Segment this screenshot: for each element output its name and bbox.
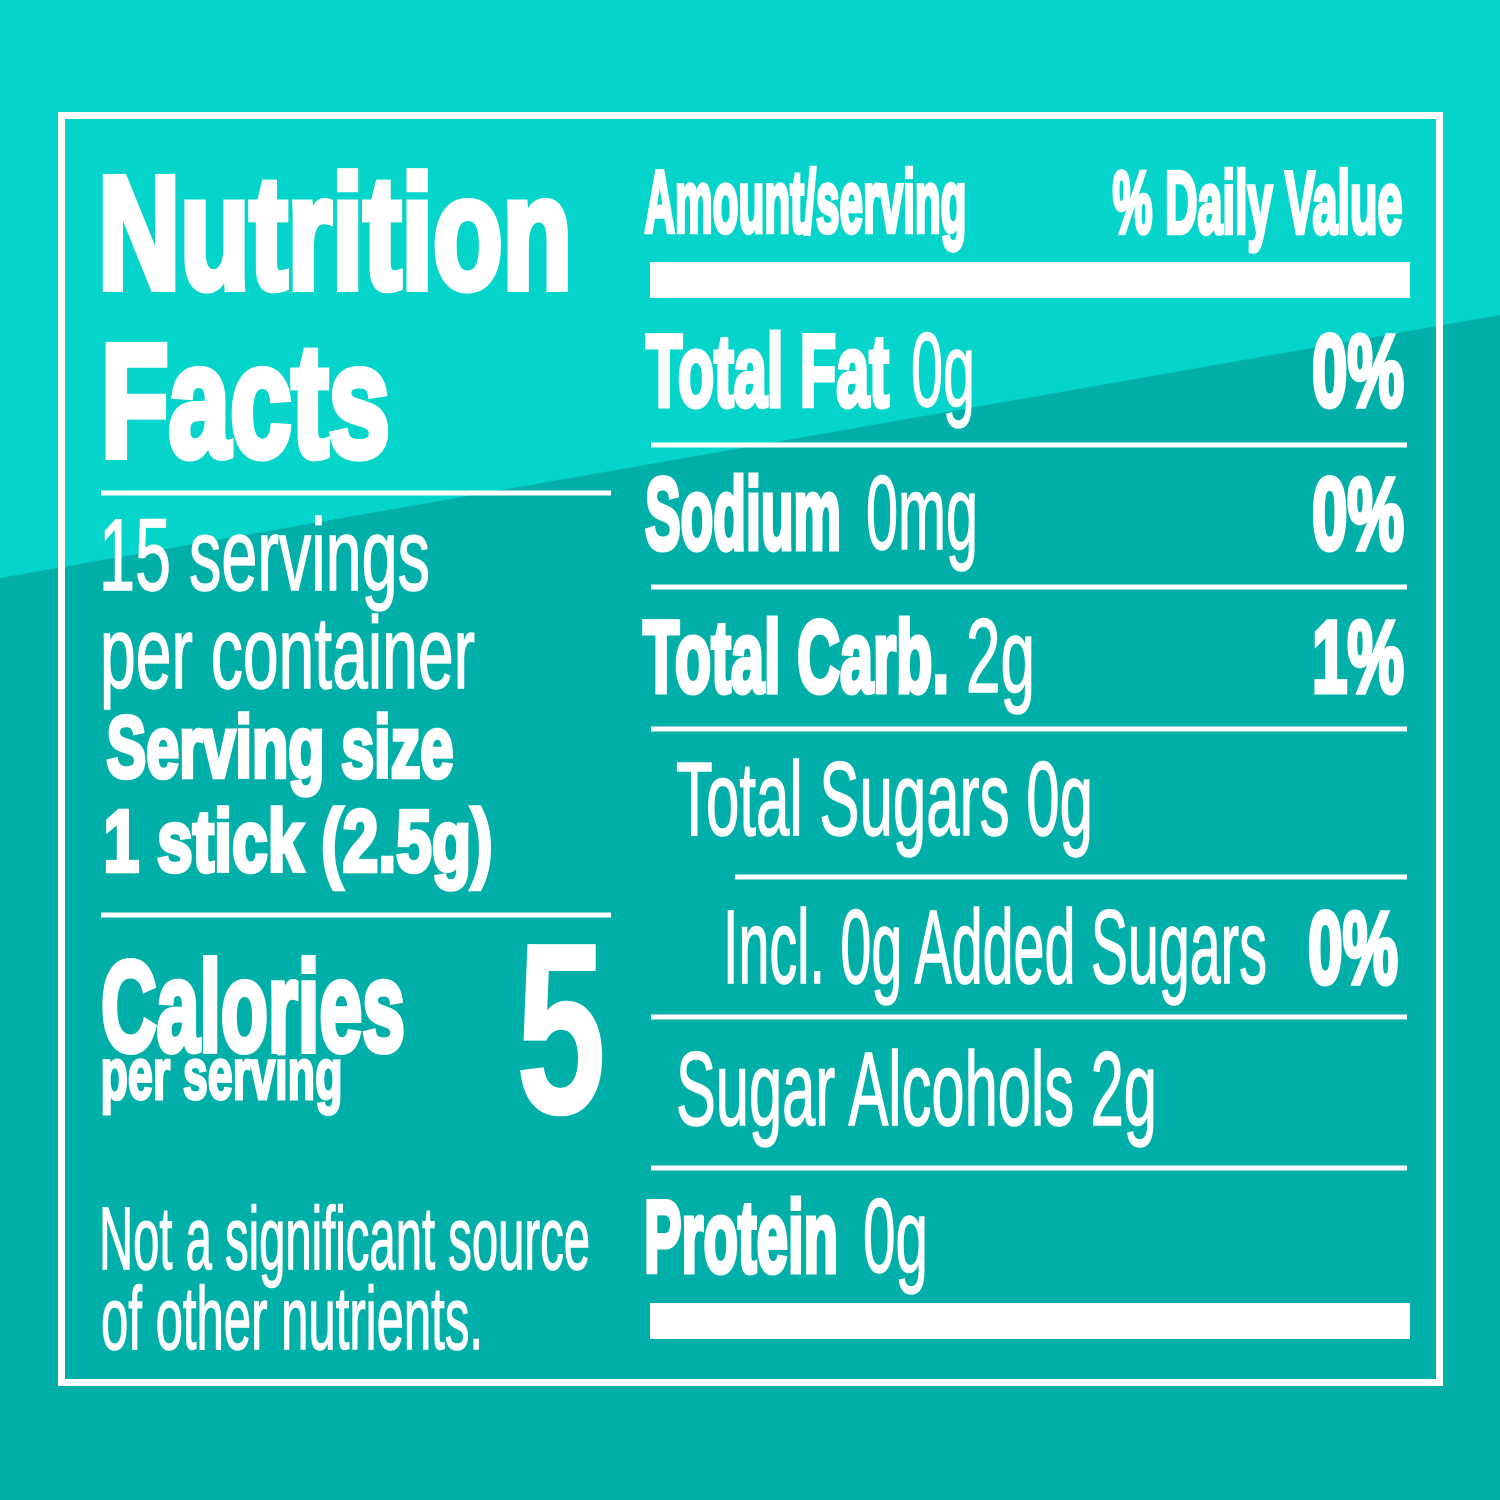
svg-text:Facts: Facts bbox=[101, 311, 390, 490]
svg-text:0%: 0% bbox=[1312, 457, 1404, 571]
svg-text:Incl. 0g Added Sugars: Incl. 0g Added Sugars bbox=[723, 889, 1267, 1006]
svg-text:per container: per container bbox=[100, 596, 475, 710]
svg-text:Total Sugars 0g: Total Sugars 0g bbox=[676, 741, 1093, 858]
svg-text:% Daily Value: % Daily Value bbox=[1113, 153, 1403, 252]
svg-text:0g: 0g bbox=[911, 312, 975, 429]
svg-text:15 servings: 15 servings bbox=[99, 498, 430, 612]
svg-text:0%: 0% bbox=[1308, 891, 1398, 1005]
svg-text:Amount/serving: Amount/serving bbox=[645, 152, 967, 251]
svg-text:Calories: Calories bbox=[101, 936, 405, 1079]
svg-text:0g: 0g bbox=[863, 1178, 928, 1295]
svg-text:per serving: per serving bbox=[101, 1035, 343, 1115]
svg-text:1 stick (2.5g): 1 stick (2.5g) bbox=[104, 793, 493, 890]
svg-text:Sodium: Sodium bbox=[645, 457, 841, 571]
svg-text:0mg: 0mg bbox=[866, 455, 978, 572]
svg-text:Protein: Protein bbox=[644, 1180, 838, 1294]
svg-text:Total Fat: Total Fat bbox=[646, 314, 889, 428]
svg-text:2g: 2g bbox=[966, 598, 1035, 715]
svg-text:0%: 0% bbox=[1312, 314, 1404, 428]
svg-text:Sugar Alcohols 2g: Sugar Alcohols 2g bbox=[676, 1031, 1157, 1148]
svg-text:1%: 1% bbox=[1312, 600, 1404, 714]
svg-text:Serving size: Serving size bbox=[107, 699, 454, 796]
svg-text:Nutrition: Nutrition bbox=[98, 143, 572, 322]
svg-text:5: 5 bbox=[516, 892, 606, 1165]
svg-text:of other nutrients.: of other nutrients. bbox=[101, 1268, 483, 1368]
svg-text:Total Carb.: Total Carb. bbox=[643, 600, 949, 714]
svg-text:Not a significant source: Not a significant source bbox=[99, 1188, 590, 1288]
